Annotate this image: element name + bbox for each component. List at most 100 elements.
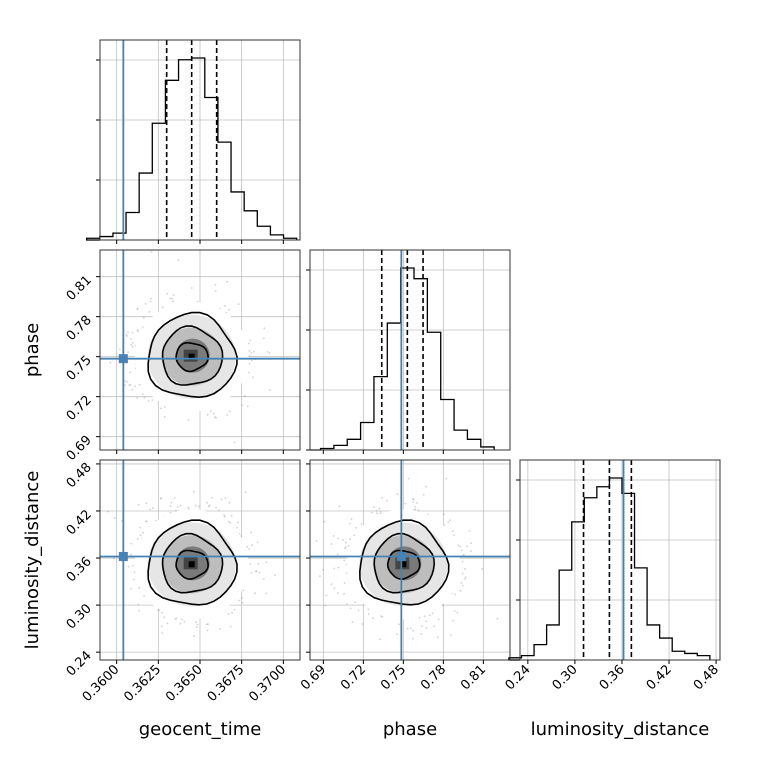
sample-point: [244, 491, 247, 494]
sample-point: [481, 567, 484, 570]
sample-point: [470, 542, 472, 545]
sample-point: [132, 578, 135, 581]
sample-point: [250, 572, 253, 574]
sample-point: [250, 359, 253, 362]
sample-point: [429, 614, 431, 617]
sample-point: [412, 637, 414, 640]
contour-line: [358, 519, 450, 606]
sample-point: [337, 592, 339, 594]
contour-line: [161, 532, 224, 594]
sample-point: [441, 604, 444, 606]
sample-point: [257, 562, 260, 565]
sample-point: [254, 570, 257, 573]
sample-point: [172, 300, 175, 303]
sample-point: [463, 578, 466, 580]
sample-point: [336, 553, 339, 556]
x-tick-label: 0.3650: [163, 662, 206, 705]
x-tick-label: 0.81: [458, 662, 489, 693]
x-axis-label: geocent_time: [139, 719, 262, 740]
sample-point: [456, 611, 459, 614]
sample-point: [420, 633, 423, 635]
sample-point: [375, 509, 378, 512]
y-tick-label: 0.42: [64, 507, 95, 538]
sample-point: [125, 334, 128, 336]
x-axis-label: phase: [383, 719, 437, 740]
sample-point: [468, 530, 471, 533]
x-tick-label: 0.36: [597, 662, 628, 693]
sample-point: [124, 380, 127, 383]
sample-point: [226, 280, 229, 283]
sample-point: [139, 534, 142, 536]
sample-point: [159, 498, 162, 500]
sample-point: [235, 526, 238, 529]
sample-point: [150, 250, 153, 253]
sample-point: [367, 608, 370, 611]
sample-point: [360, 523, 363, 525]
sample-point: [237, 521, 239, 524]
sample-point: [274, 574, 276, 576]
sample-point: [161, 611, 163, 614]
sample-point: [249, 339, 252, 342]
sample-point: [229, 625, 232, 628]
sample-point: [351, 621, 354, 624]
sample-point: [461, 572, 464, 575]
truth-marker: [118, 354, 128, 364]
sample-point: [195, 626, 198, 628]
sample-point: [380, 615, 382, 618]
sample-point: [396, 493, 399, 496]
sample-point: [136, 329, 139, 331]
sample-point: [332, 535, 335, 537]
sample-point: [145, 502, 148, 505]
y-tick-label: 0.78: [64, 313, 95, 344]
sample-point: [160, 497, 163, 499]
sample-point: [367, 613, 370, 616]
sample-point: [431, 612, 434, 615]
sample-point: [174, 618, 177, 620]
sample-point: [337, 566, 340, 569]
sample-point: [223, 514, 226, 517]
sample-point: [254, 592, 256, 595]
sample-point: [118, 348, 121, 351]
y-tick-label: 0.75: [64, 353, 95, 384]
sample-point: [195, 621, 197, 624]
sample-point: [233, 441, 236, 444]
sample-point: [134, 385, 137, 388]
sample-point: [246, 405, 249, 408]
sample-point: [141, 393, 144, 396]
sample-point: [241, 597, 244, 599]
sample-point: [131, 342, 134, 344]
y-tick-label: 0.36: [64, 554, 95, 585]
density-peak: [188, 353, 195, 360]
sample-point: [333, 567, 336, 570]
sample-point: [496, 617, 499, 620]
sample-point: [207, 505, 210, 508]
sample-point: [228, 410, 231, 413]
sample-point: [379, 511, 382, 513]
sample-point: [145, 520, 148, 523]
sample-point: [251, 544, 254, 547]
sample-point: [251, 376, 254, 379]
sample-point: [131, 331, 134, 334]
sample-point: [131, 388, 134, 391]
sample-point: [230, 514, 233, 517]
sample-point: [460, 582, 463, 584]
sample-point: [150, 297, 152, 300]
sample-point: [412, 501, 415, 503]
sample-point: [127, 331, 129, 334]
sample-point: [113, 517, 116, 520]
sample-point: [370, 511, 373, 514]
sample-point: [177, 259, 180, 262]
sample-point: [126, 381, 129, 383]
sample-point: [250, 531, 253, 534]
sample-point: [212, 412, 215, 415]
sample-point: [425, 485, 427, 488]
sample-point: [166, 622, 169, 625]
sample-point: [386, 499, 388, 502]
sample-point: [223, 515, 226, 518]
sample-point: [381, 616, 384, 618]
sample-point: [206, 501, 209, 504]
sample-point: [130, 542, 133, 545]
sample-point: [231, 611, 234, 614]
y-tick-label: 0.30: [64, 601, 95, 632]
sample-point: [452, 534, 455, 536]
